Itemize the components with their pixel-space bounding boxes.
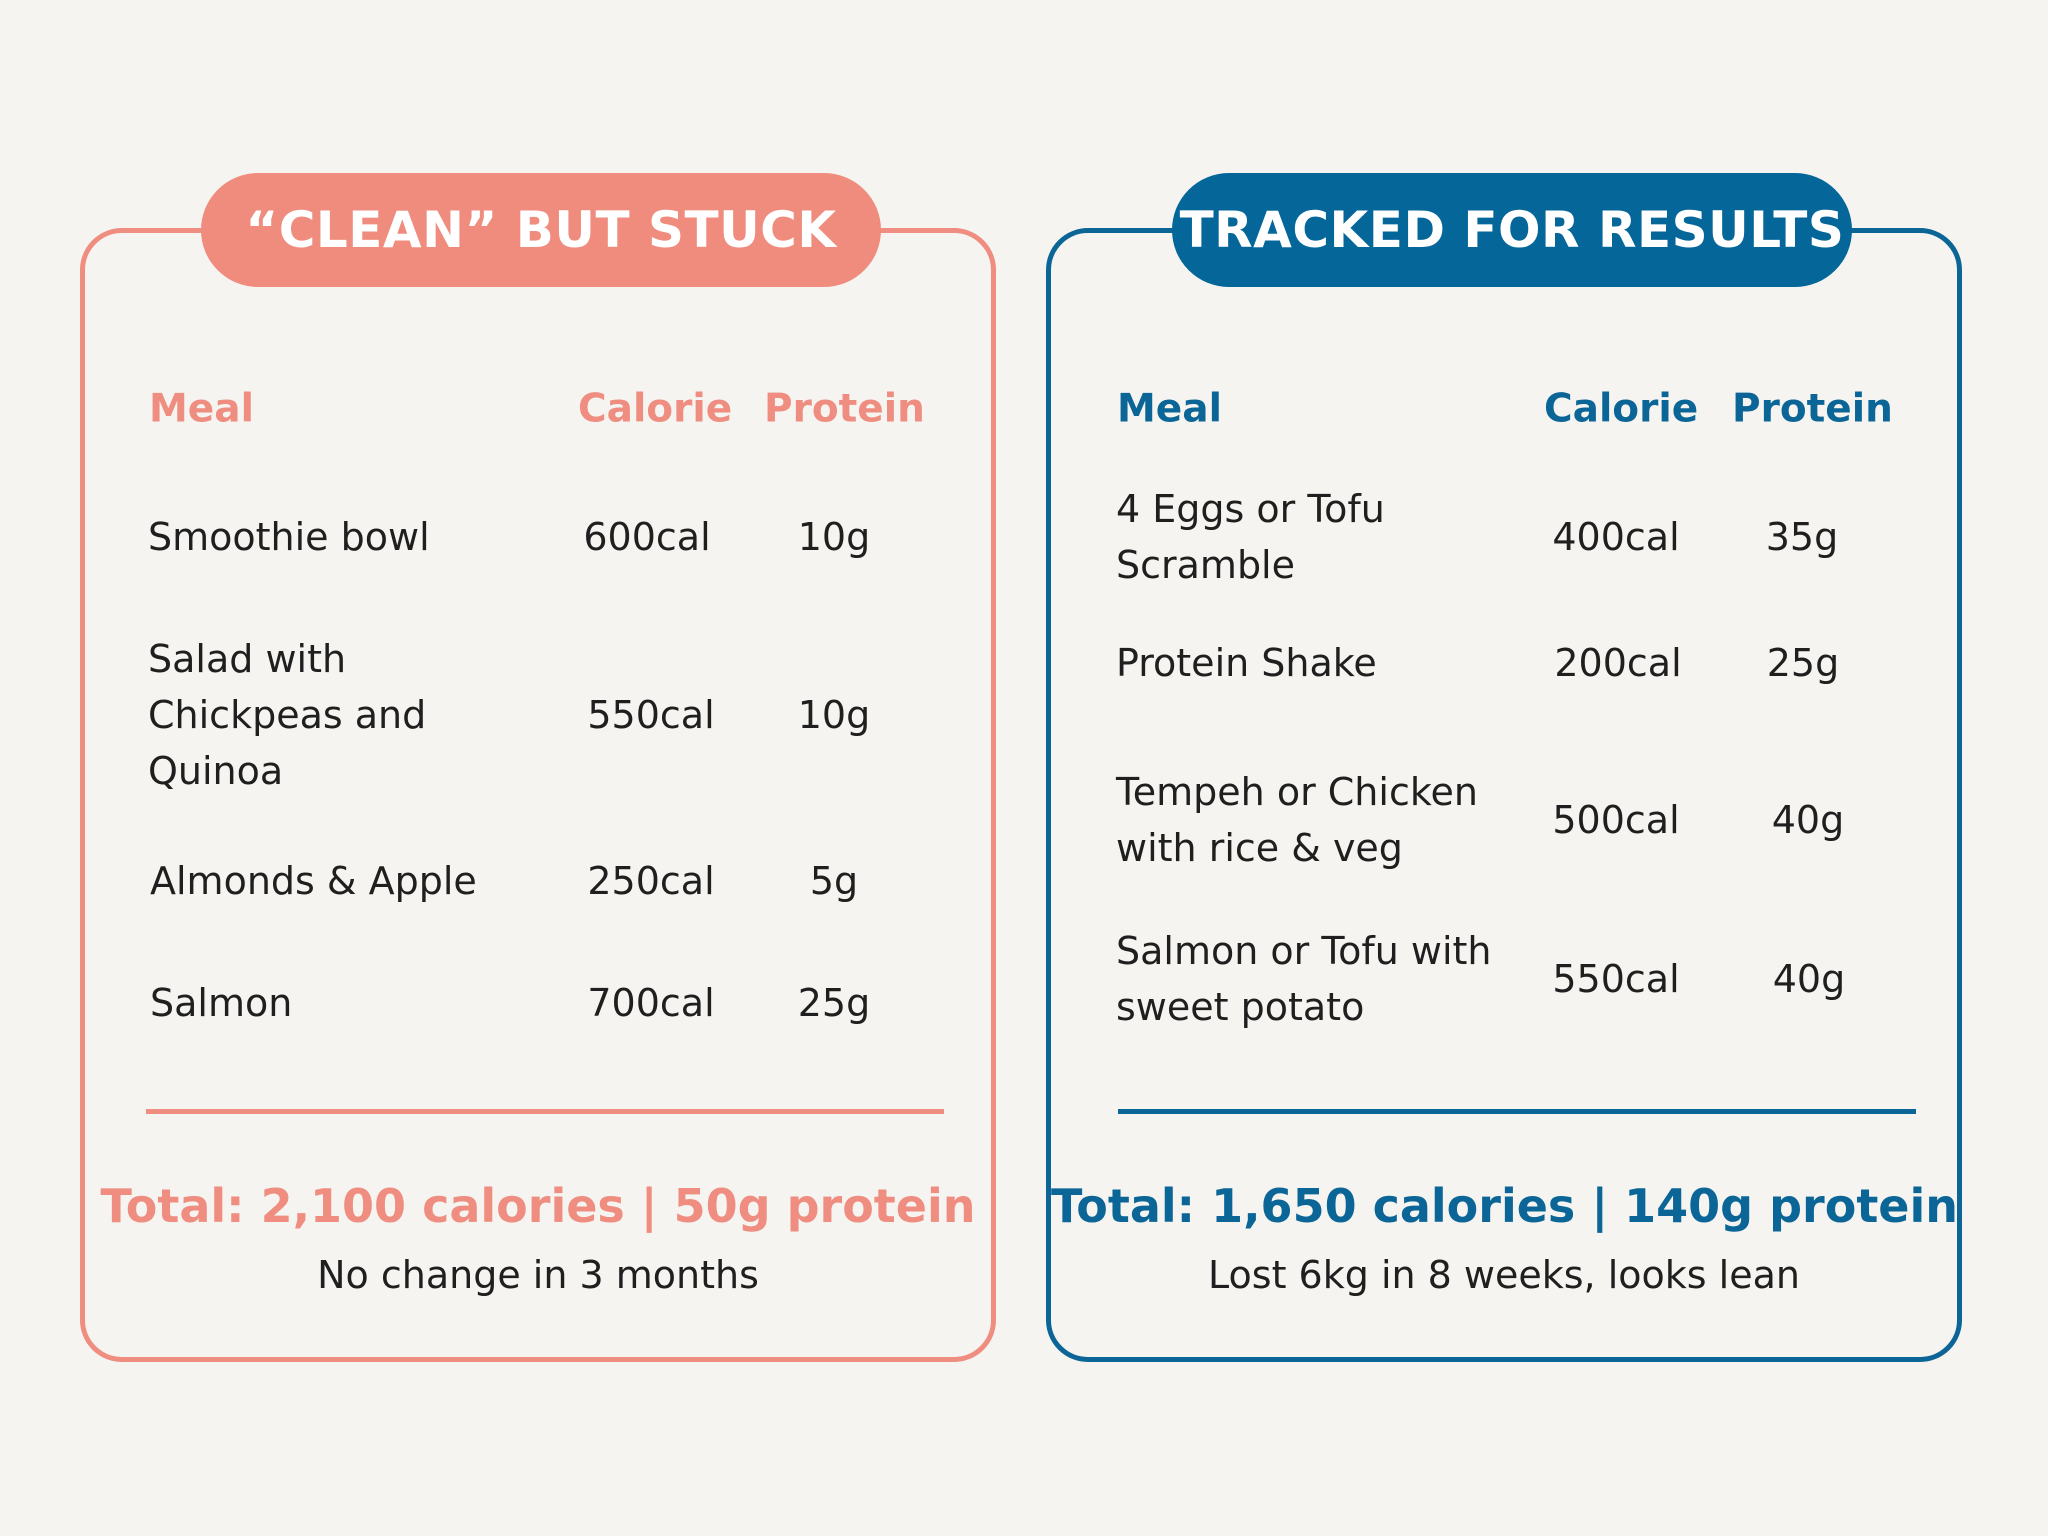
meal-cell: Salmon or Tofu with sweet potato [1116, 929, 1492, 1029]
protein-cell: 5g [809, 859, 859, 903]
meal-cell: Salad with Chickpeas and Quinoa [148, 637, 427, 793]
protein-header: Protein [764, 386, 925, 432]
total-summary: Total: 1,650 calories | 140g protein [1051, 1179, 1959, 1233]
protein-cell: 35g [1765, 515, 1839, 559]
total-summary: Total: 2,100 calories | 50g protein [100, 1179, 976, 1233]
protein-cell: 25g [797, 981, 871, 1025]
calorie-cell: 550cal [587, 693, 715, 737]
tracked-for-results-card: TRACKED FOR RESULTS Meal Calorie Protein… [1046, 173, 1962, 1362]
protein-cell: 10g [797, 515, 871, 559]
result-note: No change in 3 months [317, 1253, 759, 1297]
calorie-cell: 400cal [1552, 515, 1680, 559]
protein-cell: 40g [1772, 957, 1846, 1001]
meal-cell: Almonds & Apple [150, 859, 477, 903]
meal-cell: Protein Shake [1116, 641, 1377, 685]
clean-but-stuck-card: “CLEAN” BUT STUCK Meal Calorie Protein S… [80, 173, 996, 1362]
calorie-header: Calorie [578, 386, 733, 432]
meal-cell: Salmon [150, 981, 293, 1025]
calorie-cell: 500cal [1552, 798, 1680, 842]
meal-header: Meal [149, 386, 254, 432]
meal-header: Meal [1117, 386, 1222, 432]
calorie-cell: 550cal [1552, 957, 1680, 1001]
card-title: “CLEAN” BUT STUCK [201, 173, 881, 287]
meal-cell: 4 Eggs or Tofu Scramble [1116, 487, 1385, 587]
calorie-cell: 200cal [1554, 641, 1682, 685]
meal-cell: Tempeh or Chicken with rice & veg [1116, 770, 1478, 870]
protein-cell: 40g [1771, 798, 1845, 842]
calorie-header: Calorie [1544, 386, 1699, 432]
calorie-cell: 250cal [587, 859, 715, 903]
protein-cell: 25g [1766, 641, 1840, 685]
meal-cell: Smoothie bowl [148, 515, 430, 559]
divider [146, 1109, 944, 1114]
card-title: TRACKED FOR RESULTS [1172, 173, 1852, 287]
result-note: Lost 6kg in 8 weeks, looks lean [1208, 1253, 1800, 1297]
protein-header: Protein [1732, 386, 1893, 432]
calorie-cell: 600cal [583, 515, 711, 559]
divider [1118, 1109, 1916, 1114]
calorie-cell: 700cal [587, 981, 715, 1025]
protein-cell: 10g [797, 693, 871, 737]
